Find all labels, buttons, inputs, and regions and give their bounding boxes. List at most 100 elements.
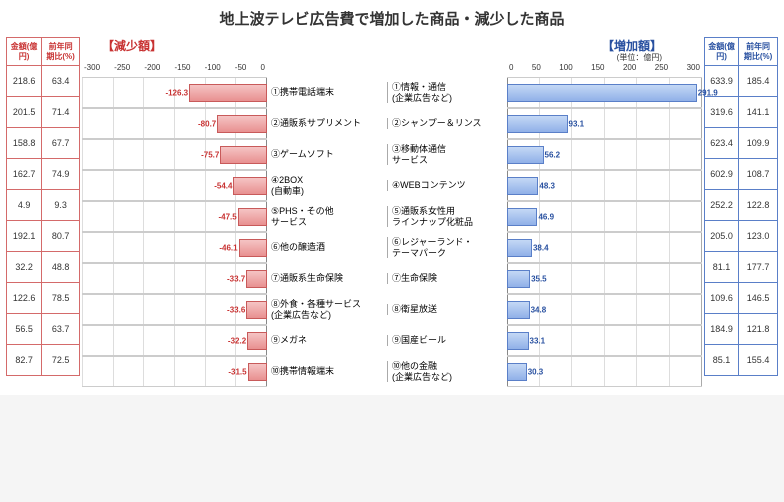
chart-row: -33.6⑧外食・各種サービス(企業広告など)⑧衛星放送34.8 — [82, 294, 702, 325]
increase-category: ⑩他の金融(企業広告など) — [387, 361, 507, 383]
cell-amount: 252.2 — [705, 190, 739, 221]
increase-bar-area: 33.1 — [507, 325, 702, 356]
cell-yoy: 108.7 — [739, 159, 778, 190]
axis-tick: -100 — [205, 63, 221, 77]
decrease-bar: -33.7 — [246, 270, 267, 288]
cell-yoy: 71.4 — [42, 97, 80, 128]
decrease-bar: -31.5 — [248, 363, 267, 381]
increase-bar-area: 291.9 — [507, 77, 702, 108]
bar-value: 38.4 — [531, 244, 549, 253]
bar-value: -32.2 — [228, 337, 248, 346]
bar-value: 291.9 — [696, 89, 718, 98]
decrease-bar: -33.6 — [246, 301, 267, 319]
decrease-bar: -32.2 — [247, 332, 267, 350]
chart-title: 地上波テレビ広告費で増加した商品・減少した商品 — [6, 8, 778, 29]
increase-category: ②シャンプー＆リンス — [387, 118, 507, 129]
cell-amount: 319.6 — [705, 97, 739, 128]
axis-tick: -150 — [174, 63, 190, 77]
cell-amount: 162.7 — [7, 159, 42, 190]
increase-bar: 93.1 — [507, 115, 568, 133]
cell-yoy: 109.9 — [739, 128, 778, 159]
cell-yoy: 123.0 — [739, 221, 778, 252]
decrease-bar-area: -46.1 — [82, 232, 267, 263]
decrease-category: ⑥他の醸造酒 — [267, 242, 387, 253]
cell-amount: 4.9 — [7, 190, 42, 221]
increase-bar-area: 34.8 — [507, 294, 702, 325]
col-header-yoy: 前年同期比(%) — [739, 38, 778, 66]
increase-category: ①情報・通信(企業広告など) — [387, 82, 507, 104]
cell-amount: 32.2 — [7, 252, 42, 283]
decrease-category: ②通販系サプリメント — [267, 118, 387, 129]
col-header-amount: 金額(億円) — [7, 38, 42, 66]
increase-bar: 33.1 — [507, 332, 529, 350]
decrease-category: ⑤PHS・その他サービス — [267, 206, 387, 228]
table-row: 205.0123.0 — [705, 221, 778, 252]
axis-tick: 250 — [655, 63, 668, 77]
chart-area: 【減少額】 【増加額】 (単位：億円) -300-250-200-150-100… — [82, 37, 702, 387]
increase-bar: 56.2 — [507, 146, 544, 164]
table-row: 218.663.4 — [7, 66, 80, 97]
increase-category: ⑦生命保険 — [387, 273, 507, 284]
chart-row: -31.5⑩携帯情報端末⑩他の金融(企業広告など)30.3 — [82, 356, 702, 387]
bar-value: 30.3 — [526, 368, 544, 377]
bar-value: 35.5 — [529, 275, 547, 284]
cell-yoy: 122.8 — [739, 190, 778, 221]
cell-amount: 623.4 — [705, 128, 739, 159]
increase-bar: 35.5 — [507, 270, 530, 288]
table-row: 56.563.7 — [7, 314, 80, 345]
cell-yoy: 146.5 — [739, 283, 778, 314]
cell-amount: 602.9 — [705, 159, 739, 190]
table-row: 162.774.9 — [7, 159, 80, 190]
decrease-bar-area: -33.7 — [82, 263, 267, 294]
table-row: 82.772.5 — [7, 345, 80, 376]
cell-amount: 205.0 — [705, 221, 739, 252]
chart-layout: 金額(億円)前年同期比(%) 218.663.4201.571.4158.867… — [6, 37, 778, 387]
bar-value: -75.7 — [201, 151, 221, 160]
increase-bar: 38.4 — [507, 239, 532, 257]
chart-row: -47.5⑤PHS・その他サービス⑤通販系女性用ラインナップ化粧品46.9 — [82, 201, 702, 232]
decrease-bar-area: -33.6 — [82, 294, 267, 325]
increase-category: ③移動体通信サービス — [387, 144, 507, 166]
increase-bar: 34.8 — [507, 301, 530, 319]
increase-bar-area: 38.4 — [507, 232, 702, 263]
bar-value: -33.7 — [227, 275, 247, 284]
table-row: 252.2122.8 — [705, 190, 778, 221]
increase-bar-area: 35.5 — [507, 263, 702, 294]
increase-bar: 46.9 — [507, 208, 537, 226]
table-row: 109.6146.5 — [705, 283, 778, 314]
bar-value: 46.9 — [536, 213, 554, 222]
cell-yoy: 121.8 — [739, 314, 778, 345]
cell-amount: 158.8 — [7, 128, 42, 159]
bar-value: 34.8 — [529, 306, 547, 315]
decrease-bar: -126.3 — [189, 84, 267, 102]
chart-row: -126.3①携帯電話端末①情報・通信(企業広告など)291.9 — [82, 77, 702, 108]
increase-bar-area: 93.1 — [507, 108, 702, 139]
col-header-amount: 金額(億円) — [705, 38, 739, 66]
decrease-bar-area: -47.5 — [82, 201, 267, 232]
cell-yoy: 67.7 — [42, 128, 80, 159]
chart-container: 地上波テレビ広告費で増加した商品・減少した商品 金額(億円)前年同期比(%) 2… — [0, 0, 784, 395]
table-row: 4.99.3 — [7, 190, 80, 221]
increase-bar-area: 48.3 — [507, 170, 702, 201]
cell-amount: 218.6 — [7, 66, 42, 97]
cell-yoy: 48.8 — [42, 252, 80, 283]
increase-bar: 48.3 — [507, 177, 538, 195]
decrease-bar-area: -126.3 — [82, 77, 267, 108]
decrease-summary-table: 金額(億円)前年同期比(%) 218.663.4201.571.4158.867… — [6, 37, 80, 376]
decrease-bar-area: -32.2 — [82, 325, 267, 356]
data-rows: -126.3①携帯電話端末①情報・通信(企業広告など)291.9-80.7②通販… — [82, 77, 702, 387]
cell-amount: 82.7 — [7, 345, 42, 376]
cell-yoy: 74.9 — [42, 159, 80, 190]
cell-yoy: 72.5 — [42, 345, 80, 376]
cell-yoy: 80.7 — [42, 221, 80, 252]
chart-row: -54.4④2BOX(自動車)④WEBコンテンツ48.3 — [82, 170, 702, 201]
chart-row: -75.7③ゲームソフト③移動体通信サービス56.2 — [82, 139, 702, 170]
bar-value: -47.5 — [218, 213, 238, 222]
chart-row: -33.7⑦通販系生命保険⑦生命保険35.5 — [82, 263, 702, 294]
cell-amount: 201.5 — [7, 97, 42, 128]
increase-bar-area: 56.2 — [507, 139, 702, 170]
decrease-bar-area: -54.4 — [82, 170, 267, 201]
cell-yoy: 63.4 — [42, 66, 80, 97]
decrease-bar: -47.5 — [238, 208, 267, 226]
bar-value: 33.1 — [528, 337, 546, 346]
